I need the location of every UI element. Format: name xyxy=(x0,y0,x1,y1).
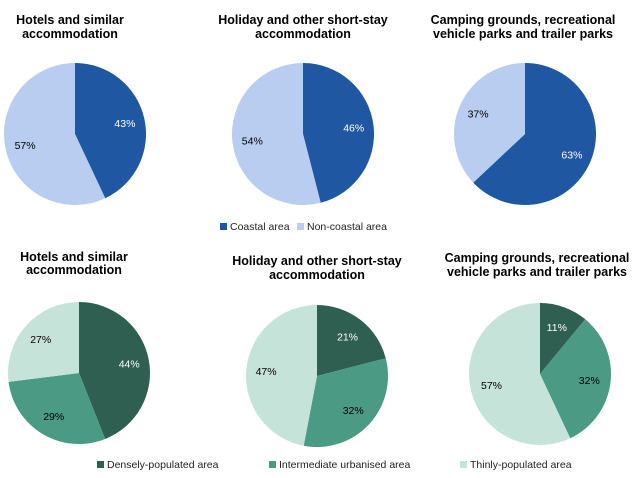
legend-swatch xyxy=(297,223,304,230)
legend-2: Densely-populated area Intermediate urban… xyxy=(97,459,572,471)
slice-data-label: 32% xyxy=(579,375,600,387)
chart-title-line: Holiday and other short-stay xyxy=(218,13,388,27)
pie-slice xyxy=(232,63,321,205)
pie-chart-5: Holiday and other short-stayaccommodatio… xyxy=(232,254,402,447)
slice-data-label: 46% xyxy=(343,123,364,135)
pie-slice xyxy=(7,302,79,382)
chart-title-line: accommodation xyxy=(255,27,351,41)
slice-data-label: 47% xyxy=(256,366,277,378)
slice-data-label: 57% xyxy=(481,380,502,392)
pie-slice xyxy=(453,63,525,183)
chart-title-line: Hotels and similar xyxy=(16,13,124,27)
legend-label: Non-coastal area xyxy=(307,221,387,233)
legend-1: Coastal area Non-coastal area xyxy=(220,221,387,233)
slice-data-label: 21% xyxy=(337,332,358,344)
chart-title-line: Hotels and similar xyxy=(20,250,128,264)
chart-title-line: accommodation xyxy=(26,263,122,277)
pie-slice xyxy=(79,302,150,440)
slice-data-label: 32% xyxy=(343,405,364,417)
pie-slice xyxy=(468,303,571,445)
legend-swatch xyxy=(220,223,227,230)
slice-data-label: 29% xyxy=(43,411,64,423)
slice-data-label: 27% xyxy=(30,334,51,346)
legend-label: Densely-populated area xyxy=(107,459,219,471)
slice-data-label: 43% xyxy=(114,118,135,130)
chart-title-line: Camping grounds, recreational xyxy=(445,251,630,265)
pie-slice xyxy=(540,303,586,374)
chart-title-line: vehicle parks and trailer parks xyxy=(433,27,613,41)
chart-title-line: accommodation xyxy=(269,268,365,282)
chart-title-line: vehicle parks and trailer parks xyxy=(447,265,627,279)
pie-slice xyxy=(540,319,612,439)
slice-data-label: 37% xyxy=(468,109,489,121)
legend-label: Intermediate urbanised area xyxy=(279,459,410,471)
slice-data-label: 54% xyxy=(242,135,263,147)
slice-data-label: 63% xyxy=(561,149,582,161)
slice-data-label: 44% xyxy=(119,358,140,370)
legend-label: Thinly-populated area xyxy=(470,459,572,471)
pie-chart-2: Holiday and other short-stayaccommodatio… xyxy=(218,13,388,205)
pie-slice xyxy=(8,373,106,444)
chart-title-line: Camping grounds, recreational xyxy=(431,13,616,27)
pie-slice xyxy=(303,63,375,203)
pie-slice xyxy=(3,62,106,206)
legend-swatch xyxy=(460,461,467,468)
slice-data-label: 11% xyxy=(547,322,567,334)
pie-slice xyxy=(246,305,317,446)
pie-slice xyxy=(75,63,146,199)
legend-label: Coastal area xyxy=(230,221,290,233)
slice-data-label: 57% xyxy=(15,140,36,152)
chart-title-line: accommodation xyxy=(22,27,118,41)
pie-slice xyxy=(317,305,386,376)
legend-swatch xyxy=(269,461,276,468)
legend-swatch xyxy=(97,461,104,468)
pie-slice xyxy=(473,63,596,205)
pie-slice xyxy=(303,358,389,447)
chart-title-line: Holiday and other short-stay xyxy=(232,254,402,268)
